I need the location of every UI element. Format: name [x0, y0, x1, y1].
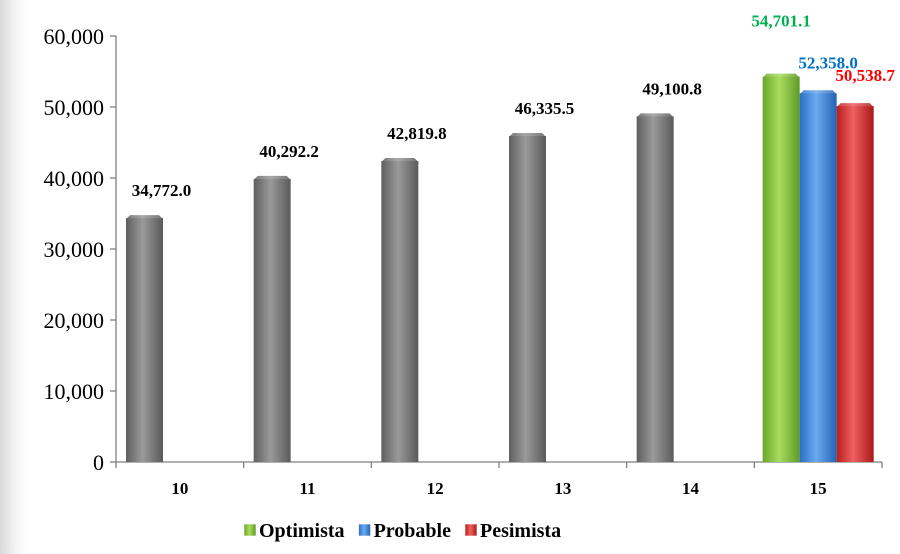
bar-historical-body [381, 160, 419, 462]
y-tick-label: 30,000 [44, 237, 105, 262]
data-label-historical: 49,100.8 [642, 79, 702, 98]
data-label-optimista: 54,701.1 [751, 12, 811, 31]
x-tick-label: 11 [299, 479, 315, 498]
legend-label: Optimista [259, 520, 345, 542]
bar-historical-body [253, 178, 291, 462]
y-tick-label: 20,000 [44, 308, 105, 333]
bar-historical [509, 133, 546, 462]
x-tick-label: 15 [810, 479, 827, 498]
legend: Optimista Probable Pesimista [243, 520, 561, 542]
bar-historical [636, 113, 674, 462]
bar-historical-body [636, 116, 674, 462]
legend-item-probable: Probable [358, 520, 452, 542]
bar-historical [381, 157, 419, 462]
x-tick-label: 13 [554, 479, 571, 498]
legend-swatch [464, 523, 478, 537]
bar-probable [799, 90, 837, 462]
bar-historical-body [126, 218, 163, 462]
bar-historical [126, 215, 163, 462]
bar-optimista-body [762, 76, 800, 462]
y-tick-label: 60,000 [44, 24, 105, 49]
bar-probable-bevel [799, 90, 837, 95]
bar-historical-bevel [509, 133, 546, 138]
legend-label: Pesimista [480, 520, 561, 542]
bar-historical-bevel [636, 113, 674, 118]
bar-historical-body [509, 136, 546, 462]
y-tick-label: 40,000 [44, 166, 105, 191]
bar-historical-bevel [381, 157, 419, 162]
y-tick-label: 0 [93, 450, 104, 475]
bar-pesimista [836, 103, 874, 462]
data-label-historical: 42,819.8 [387, 124, 447, 143]
data-label-historical: 46,335.5 [515, 99, 575, 118]
data-label-pesimista: 50,538.7 [835, 66, 895, 85]
bar-probable-body [799, 93, 837, 462]
bar-historical [253, 175, 291, 462]
y-tick-label: 50,000 [44, 95, 105, 120]
x-tick-label: 14 [682, 479, 700, 498]
legend-item-optimista: Optimista [243, 520, 345, 542]
bar-historical-bevel [126, 215, 163, 220]
bars [126, 73, 874, 462]
axes: 0 10,000 20,000 30,000 40,000 50,000 60,000 10 1… [44, 24, 883, 498]
bar-optimista-bevel [762, 73, 800, 78]
legend-item-pesimista: Pesimista [464, 520, 561, 542]
bar-pesimista-bevel [836, 103, 874, 108]
legend-label: Probable [374, 520, 452, 542]
bar-pesimista-body [836, 106, 874, 462]
data-labels: 34,772.0 40,292.2 42,819.8 46,335.5 49,100.8… [132, 12, 896, 200]
legend-swatch [358, 523, 371, 537]
bar-historical-bevel [253, 175, 291, 180]
data-label-historical: 34,772.0 [132, 181, 192, 200]
legend-swatch [243, 523, 257, 537]
x-tick-label: 10 [171, 479, 188, 498]
data-label-probable: 52,358.0 [798, 53, 858, 72]
y-tick-label: 10,000 [44, 379, 105, 404]
bar-optimista [762, 73, 800, 462]
x-tick-label: 12 [427, 479, 444, 498]
data-label-historical: 40,292.2 [259, 142, 319, 161]
